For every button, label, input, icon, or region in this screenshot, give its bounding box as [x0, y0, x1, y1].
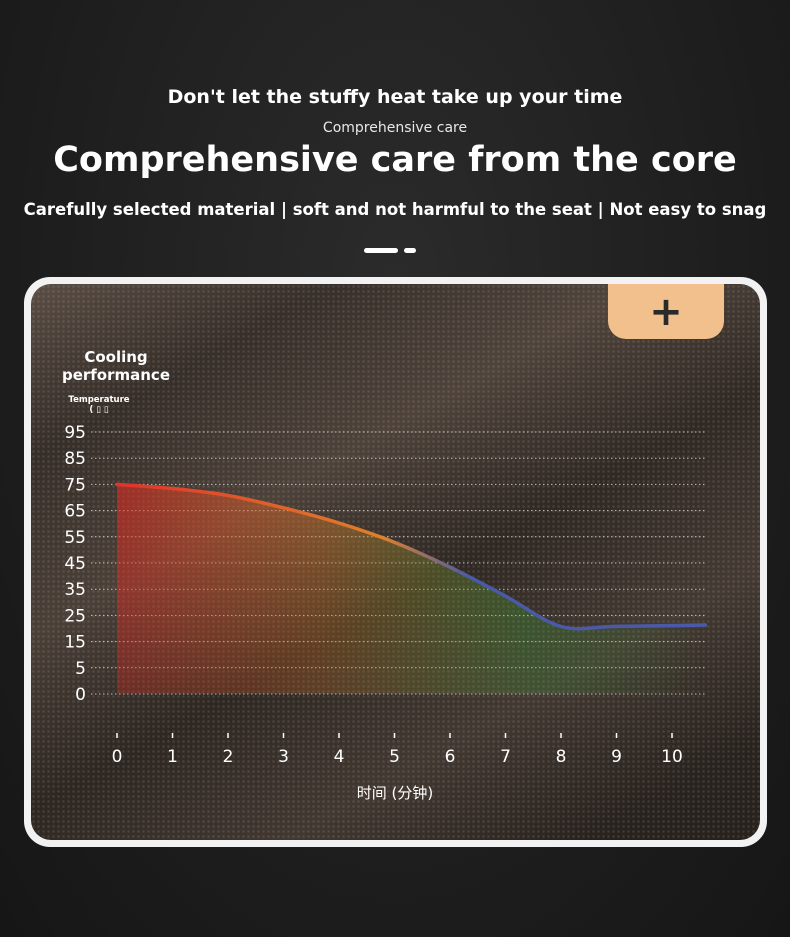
fabric-background: + Cooling performance Temperature ( ▯ ▯ …	[31, 284, 760, 840]
x-tick-label: 0	[112, 747, 123, 767]
headline: Don't let the stuffy heat take up your t…	[167, 86, 623, 108]
y-tick-label: 45	[64, 554, 86, 574]
series-line	[115, 482, 708, 631]
x-tick-label: 4	[334, 747, 345, 767]
page-title: Comprehensive care from the core	[53, 140, 737, 180]
plus-icon: +	[649, 288, 683, 335]
tagline: Carefully selected material | soft and n…	[23, 200, 767, 219]
x-tick-label: 10	[661, 747, 683, 767]
y-tick-label: 25	[64, 606, 86, 626]
series-area	[117, 484, 706, 694]
y-axis-unit: ( ▯ ▯	[89, 405, 109, 415]
x-tick-label: 7	[500, 747, 511, 767]
y-axis-label-group: Temperature ( ▯ ▯	[67, 395, 131, 415]
y-tick-label: 55	[64, 528, 86, 548]
chart-title: Cooling performance	[61, 348, 171, 384]
x-tick-label: 2	[223, 747, 234, 767]
y-tick-label: 35	[64, 580, 86, 600]
chart-panel: + Cooling performance Temperature ( ▯ ▯ …	[24, 277, 767, 847]
x-axis-label: 时间 (分钟)	[357, 784, 433, 802]
carousel-indicator[interactable]	[404, 248, 416, 253]
y-tick-label: 5	[75, 659, 86, 679]
y-tick-label: 85	[64, 449, 86, 469]
expand-plus-button[interactable]: +	[608, 284, 724, 339]
x-tick-label: 6	[445, 747, 456, 767]
subtitle: Comprehensive care	[322, 120, 468, 136]
y-tick-label: 95	[64, 423, 86, 443]
x-tick-label: 3	[278, 747, 289, 767]
x-tick-label: 5	[389, 747, 400, 767]
x-tick-label: 8	[556, 747, 567, 767]
x-tick-label: 1	[167, 747, 178, 767]
y-tick-label: 15	[64, 633, 86, 653]
x-tick-label: 9	[611, 747, 622, 767]
y-tick-label: 0	[75, 685, 86, 705]
carousel-indicator-active[interactable]	[364, 248, 398, 253]
y-axis-label: Temperature	[68, 395, 130, 405]
y-tick-label: 75	[64, 475, 86, 495]
y-tick-label: 65	[64, 502, 86, 522]
